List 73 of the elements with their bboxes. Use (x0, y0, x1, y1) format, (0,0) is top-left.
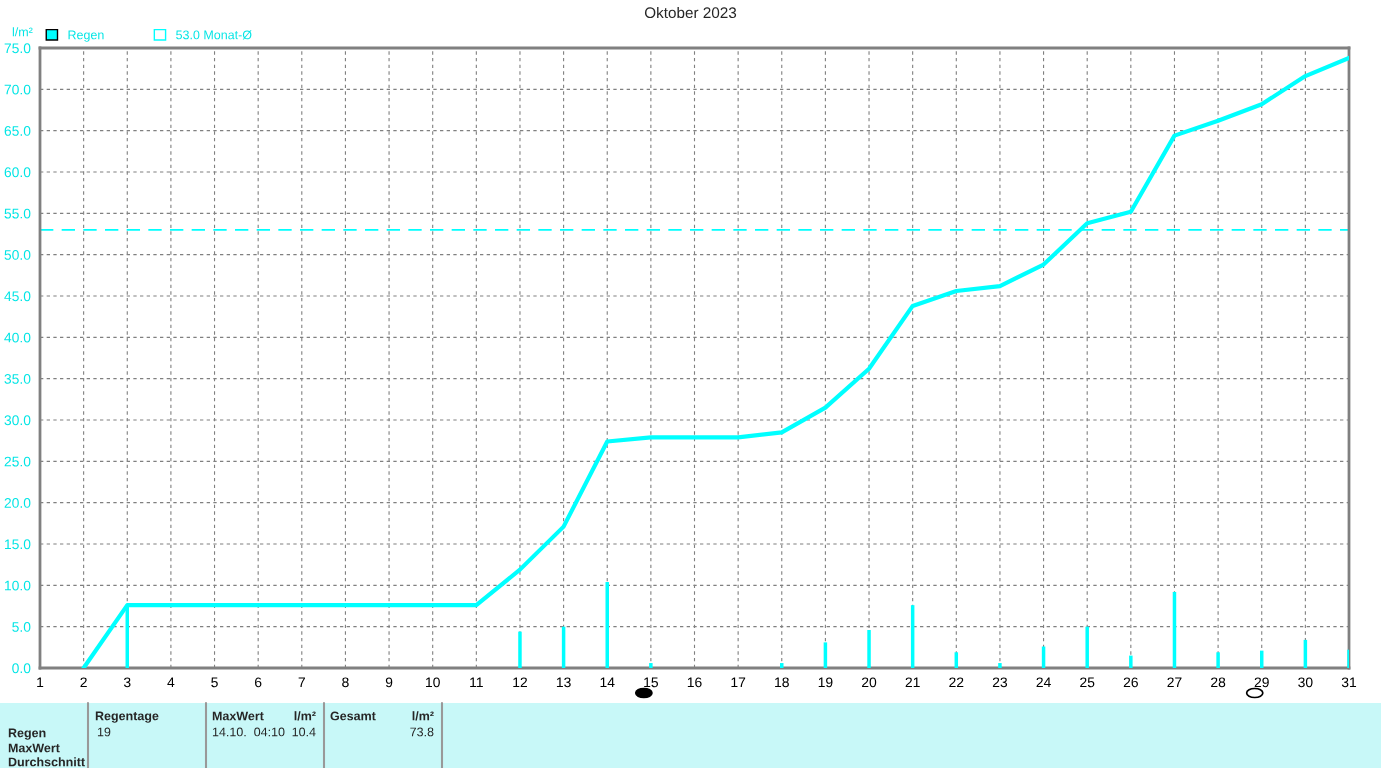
x-tick-label: 6 (255, 677, 262, 688)
x-tick-label: 29 (1254, 677, 1269, 688)
y-tick-label: 10.0 (5, 580, 31, 591)
bar (867, 629, 871, 668)
text: Durchschnitt (8, 757, 85, 767)
y-tick-label: 30.0 (4, 415, 31, 426)
text: 10.4 (292, 727, 316, 737)
x-tick-label: 9 (385, 677, 393, 688)
x-tick-label: 14 (600, 677, 615, 688)
x-tick-label: 20 (862, 677, 877, 688)
text: 14.10. 04:10 (212, 727, 285, 737)
x-tick-label: 19 (818, 677, 833, 688)
text: MaxWert (8, 743, 60, 753)
text: MaxWert (212, 711, 264, 721)
y-tick-label: 40.0 (4, 332, 31, 343)
x-tick-label: 10 (426, 677, 440, 688)
text: 73.8 (410, 727, 434, 737)
y-tick-label: 5.0 (12, 622, 31, 632)
x-tick-label: 24 (1036, 677, 1051, 688)
x-tick-label: 31 (1341, 677, 1357, 688)
x-tick-label: 15 (644, 677, 659, 688)
x-tick-label: 13 (556, 677, 571, 688)
bar (1085, 626, 1089, 668)
bar (649, 663, 653, 668)
y-tick-label: 25.0 (4, 456, 31, 467)
x-tick-label: 22 (949, 677, 964, 688)
y-tick-label: 75.0 (4, 43, 31, 54)
y-tick-label: 60.0 (4, 167, 31, 178)
x-tick-label: 3 (123, 677, 131, 688)
bar (518, 631, 522, 668)
x-tick-label: 7 (298, 677, 305, 688)
y-axis-title: l/m² (12, 27, 33, 37)
x-tick-label: 23 (992, 677, 1008, 688)
y-tick-label: 15.0 (5, 539, 31, 550)
y-tick-label: 45.0 (4, 291, 31, 302)
x-tick-label: 30 (1298, 677, 1313, 688)
x-tick-label: 18 (775, 677, 789, 688)
x-tick-label: 25 (1080, 677, 1095, 688)
x-tick-label: 4 (167, 677, 175, 688)
x-tick-label: 16 (687, 677, 702, 688)
bar (1347, 649, 1349, 668)
y-tick-label: 70.0 (4, 84, 31, 95)
bar (1129, 655, 1133, 668)
chart-title: Oktober 2023 (644, 6, 737, 19)
x-tick-label: 27 (1167, 677, 1182, 688)
x-tick-label: 1 (37, 677, 44, 688)
x-tick-label: 17 (731, 677, 746, 688)
x-tick-label: 5 (211, 677, 218, 688)
x-tick-label: 11 (470, 677, 483, 688)
y-tick-label: 0.0 (12, 663, 31, 674)
y-tick-label: 50.0 (4, 250, 31, 260)
x-tick-label: 21 (905, 677, 920, 688)
bar (1216, 652, 1220, 668)
legend-label: 53.0 Monat-Ø (176, 30, 252, 40)
bar (998, 663, 1002, 668)
text: Gesamt (330, 711, 376, 721)
x-tick-label: 12 (513, 677, 527, 688)
text: l/m² (412, 711, 434, 721)
text: Regen (8, 728, 46, 740)
text: l/m² (294, 711, 316, 721)
text: Regentage (95, 711, 159, 723)
x-tick-label: 26 (1123, 677, 1138, 688)
bar (605, 582, 609, 668)
bar (780, 663, 784, 668)
x-tick-label: 8 (342, 677, 349, 688)
x-tick-label: 2 (80, 677, 87, 688)
legend-label: Regen (68, 30, 104, 42)
y-tick-label: 20.0 (4, 498, 31, 508)
y-tick-label: 65.0 (4, 126, 31, 136)
y-tick-label: 55.0 (4, 208, 31, 219)
text: 19 (97, 727, 111, 737)
y-tick-label: 35.0 (4, 374, 31, 384)
x-tick-label: 28 (1211, 677, 1226, 688)
